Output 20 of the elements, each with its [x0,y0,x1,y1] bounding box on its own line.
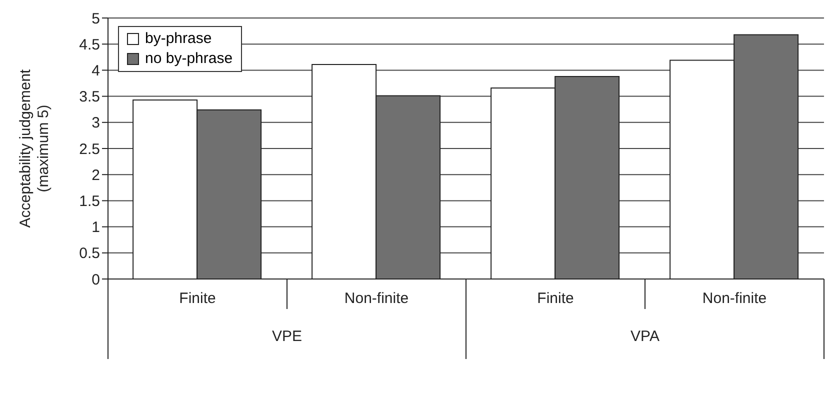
x-tick-label: Non-finite [702,290,767,307]
x-tick-label: Finite [537,290,574,307]
y-axis-title: Acceptability judgement (maximum 5) [17,68,52,228]
y-tick-label: 1 [92,219,100,236]
y-tick-label: 3 [92,114,100,132]
legend-label: no by-phrase [145,49,233,69]
x-tick-label: Non-finite [344,290,409,307]
legend-label: by-phrase [145,29,212,49]
y-tick-label: 4.5 [79,36,100,54]
y-tick-label: 4 [92,62,100,80]
x-tick-label: Finite [179,290,216,307]
text: VPA [630,328,660,345]
y-tick-label: 2 [92,166,100,184]
text: VPE [272,328,302,345]
y-tick-label: 5 [92,10,100,28]
y-tick-label: 1.5 [79,193,100,210]
y-tick-label: 3.5 [79,88,100,106]
y-tick-label: 0 [92,271,100,288]
y-tick-label: 0.5 [79,245,100,262]
y-tick-label: 2.5 [79,140,100,158]
